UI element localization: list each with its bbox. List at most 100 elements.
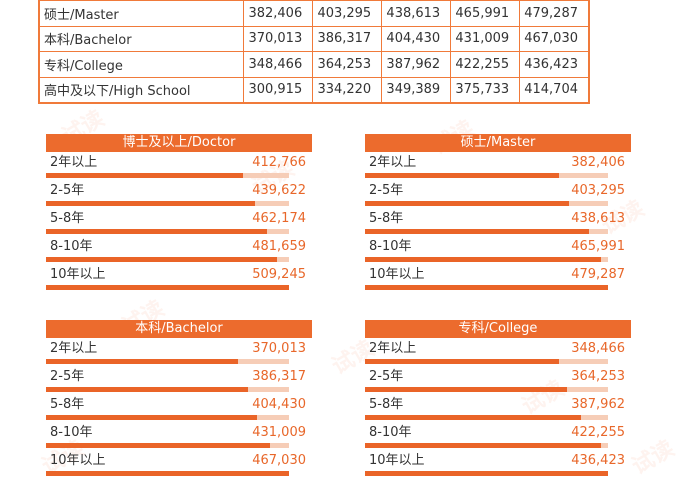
salary-value: 348,466 [571, 341, 625, 356]
list-item: 8-10年 422,255 [365, 422, 631, 450]
salary-value: 431,009 [252, 425, 306, 440]
bar-fill [46, 285, 289, 290]
education-cell: 本科/Bachelor [38, 25, 245, 52]
value-cell: 467,030 [519, 25, 590, 52]
experience-label: 8-10年 [369, 425, 412, 440]
bar-track [46, 387, 289, 392]
value-cell: 375,733 [450, 76, 521, 103]
list-item: 8-10年 431,009 [46, 422, 312, 450]
bar-track [46, 285, 289, 290]
salary-value: 465,991 [571, 239, 625, 254]
list-item: 10年以上 467,030 [46, 450, 312, 478]
bar-track [46, 201, 289, 206]
salary-value: 438,613 [571, 211, 625, 226]
panel-master: 硕士/Master 2年以上 382,406 2-5年 403,295 5-8年… [365, 134, 631, 296]
value-cell: 422,255 [450, 51, 521, 78]
bar-track [365, 415, 608, 420]
value-cell: 404,430 [381, 25, 452, 52]
bar-track [46, 415, 289, 420]
panel-title: 本科/Bachelor [46, 320, 312, 338]
bar-fill [365, 387, 567, 392]
salary-value: 479,287 [571, 267, 625, 282]
bar-track [365, 359, 608, 364]
list-item: 5-8年 438,613 [365, 208, 631, 236]
salary-table: 硕士/Master 382,406 403,295 438,613 465,99… [38, 0, 590, 104]
bar-track [365, 201, 608, 206]
salary-value: 387,962 [571, 397, 625, 412]
bar-fill [46, 173, 243, 178]
education-cell: 专科/College [38, 51, 245, 78]
salary-value: 436,423 [571, 453, 625, 468]
bar-track [46, 229, 289, 234]
panel-bachelor: 本科/Bachelor 2年以上 370,013 2-5年 386,317 5-… [46, 320, 312, 482]
bar-fill [365, 285, 608, 290]
salary-value: 422,255 [571, 425, 625, 440]
bar-fill [365, 359, 560, 364]
salary-value: 439,622 [252, 183, 306, 198]
bar-fill [365, 229, 589, 234]
education-cell: 硕士/Master [38, 0, 245, 27]
bar-fill [365, 173, 560, 178]
list-item: 2-5年 403,295 [365, 180, 631, 208]
experience-label: 5-8年 [369, 397, 404, 412]
list-item: 2年以上 382,406 [365, 152, 631, 180]
value-cell: 431,009 [450, 25, 521, 52]
salary-value: 462,174 [252, 211, 306, 226]
experience-label: 10年以上 [369, 453, 425, 468]
salary-value: 370,013 [252, 341, 306, 356]
list-item: 5-8年 404,430 [46, 394, 312, 422]
experience-label: 2年以上 [369, 155, 417, 170]
bar-fill [365, 415, 582, 420]
list-item: 2-5年 364,253 [365, 366, 631, 394]
experience-label: 2年以上 [50, 341, 98, 356]
salary-value: 404,430 [252, 397, 306, 412]
bar-fill [46, 201, 255, 206]
list-item: 2年以上 370,013 [46, 338, 312, 366]
list-item: 2-5年 386,317 [46, 366, 312, 394]
bar-fill [46, 257, 277, 262]
bar-track [365, 229, 608, 234]
list-item: 2年以上 412,766 [46, 152, 312, 180]
experience-label: 5-8年 [50, 211, 85, 226]
experience-label: 2年以上 [369, 341, 417, 356]
salary-value: 412,766 [252, 155, 306, 170]
panel-title: 专科/College [365, 320, 631, 338]
value-cell: 465,991 [450, 0, 521, 27]
experience-label: 10年以上 [369, 267, 425, 282]
experience-label: 5-8年 [50, 397, 85, 412]
salary-value: 382,406 [571, 155, 625, 170]
value-cell: 300,915 [243, 76, 314, 103]
value-cell: 479,287 [519, 0, 590, 27]
salary-value: 509,245 [252, 267, 306, 282]
value-cell: 438,613 [381, 0, 452, 27]
bar-fill [365, 201, 570, 206]
bar-track [365, 173, 608, 178]
bar-fill [46, 415, 258, 420]
education-cell: 高中及以下/High School [38, 76, 245, 103]
value-cell: 386,317 [312, 25, 383, 52]
bar-fill [46, 229, 268, 234]
bar-track [365, 257, 608, 262]
experience-label: 5-8年 [369, 211, 404, 226]
bar-track [46, 471, 289, 476]
panel-doctor: 博士及以上/Doctor 2年以上 412,766 2-5年 439,622 5… [46, 134, 312, 296]
salary-value: 386,317 [252, 369, 306, 384]
list-item: 2年以上 348,466 [365, 338, 631, 366]
salary-value: 403,295 [571, 183, 625, 198]
bar-fill [365, 443, 601, 448]
salary-value: 467,030 [252, 453, 306, 468]
experience-label: 2年以上 [50, 155, 98, 170]
watermark: 试读 [627, 436, 679, 480]
experience-label: 2-5年 [50, 369, 85, 384]
bar-track [365, 285, 608, 290]
value-cell: 370,013 [243, 25, 314, 52]
value-cell: 403,295 [312, 0, 383, 27]
panel-college: 专科/College 2年以上 348,466 2-5年 364,253 5-8… [365, 320, 631, 482]
experience-label: 2-5年 [369, 369, 404, 384]
list-item: 10年以上 479,287 [365, 264, 631, 292]
experience-label: 10年以上 [50, 267, 106, 282]
table-row: 专科/College 348,466 364,253 387,962 422,2… [38, 51, 590, 78]
list-item: 5-8年 462,174 [46, 208, 312, 236]
value-cell: 414,704 [519, 76, 590, 103]
bar-fill [46, 443, 270, 448]
